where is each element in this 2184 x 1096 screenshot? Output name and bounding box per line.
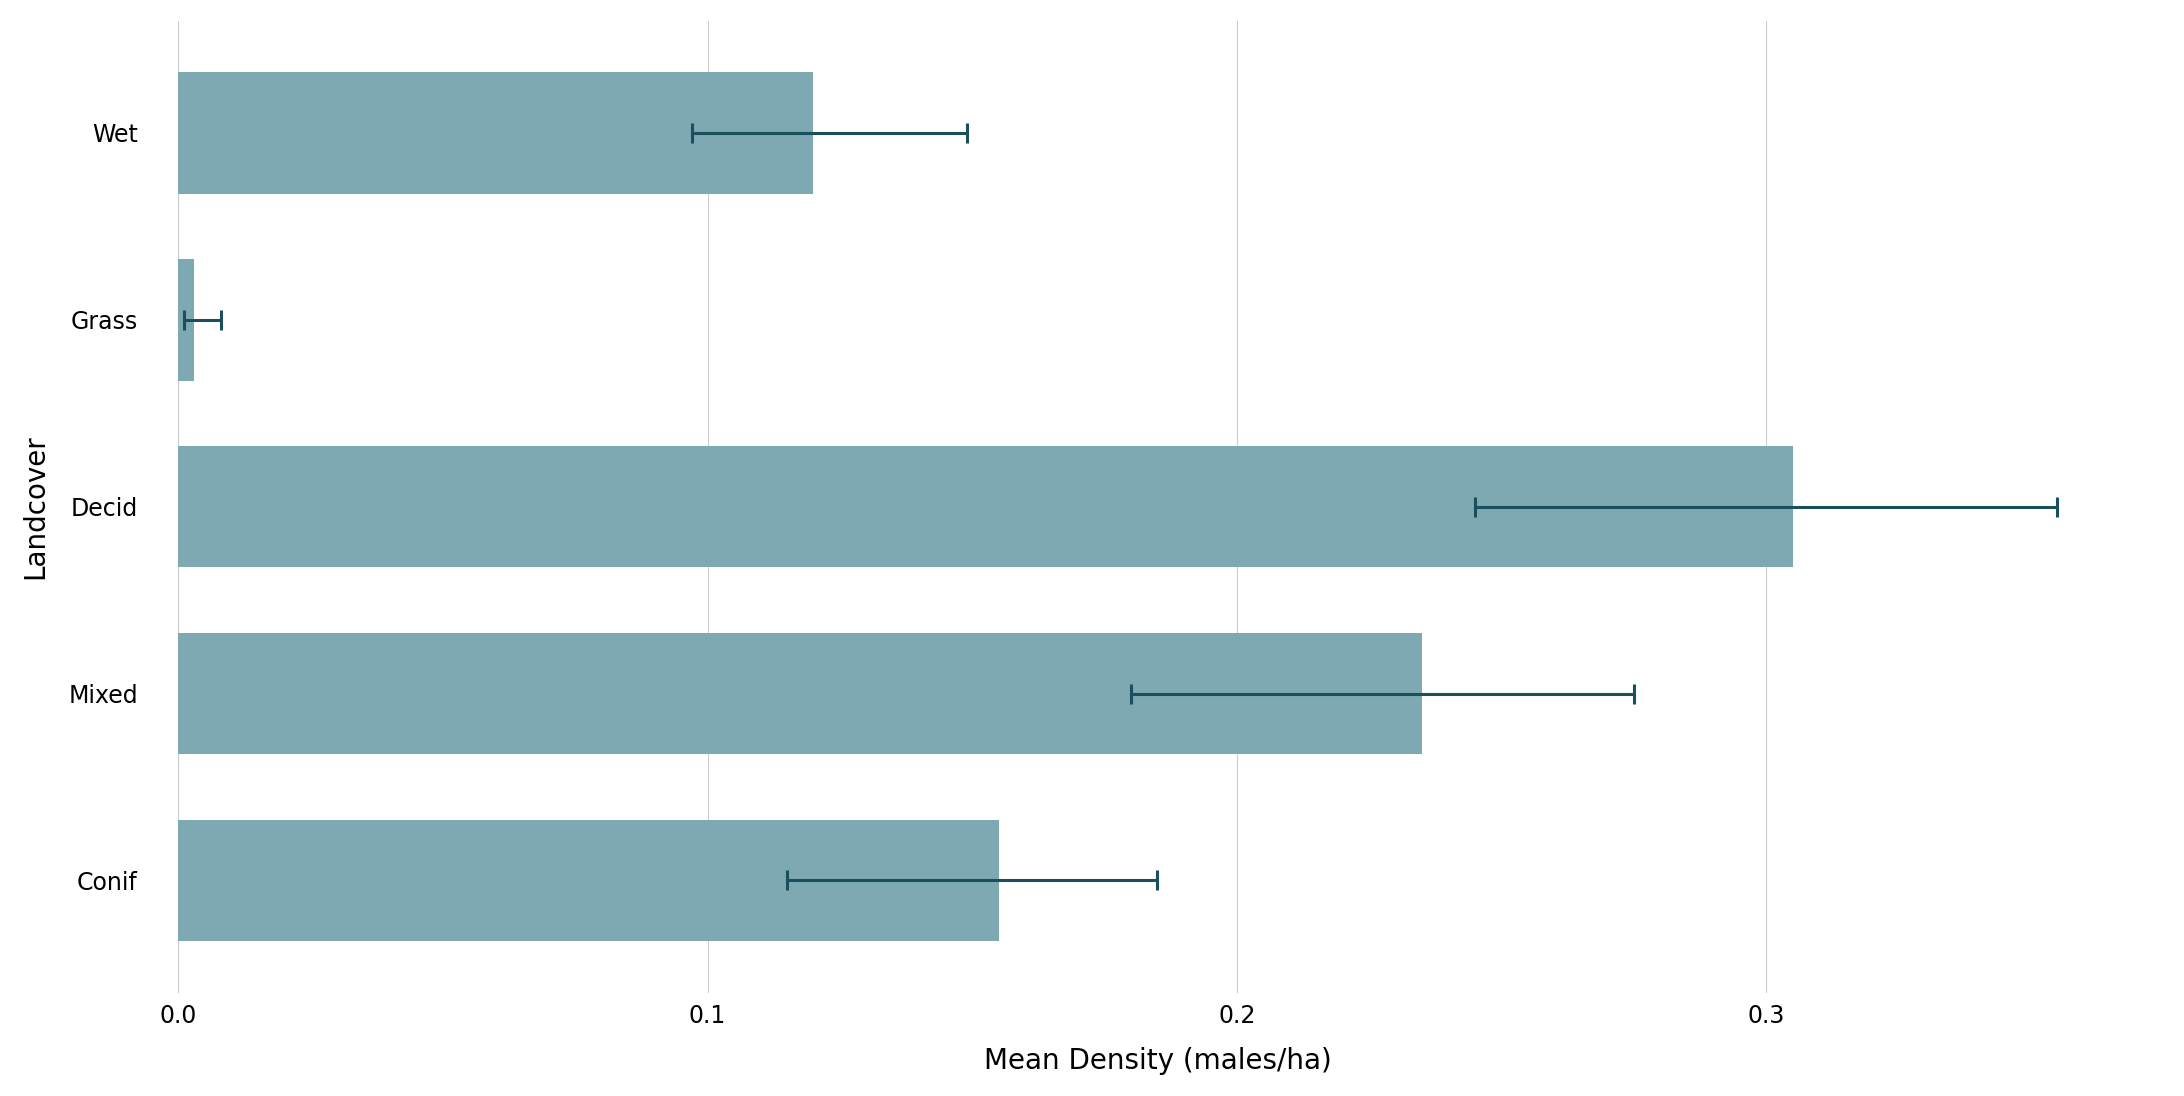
Bar	[179, 72, 812, 194]
X-axis label: Mean Density (males/ha): Mean Density (males/ha)	[983, 1047, 1332, 1075]
Bar	[179, 446, 1793, 568]
Bar	[179, 259, 194, 380]
Y-axis label: Landcover: Landcover	[22, 434, 48, 579]
Bar	[179, 632, 1422, 754]
Bar	[179, 820, 998, 941]
